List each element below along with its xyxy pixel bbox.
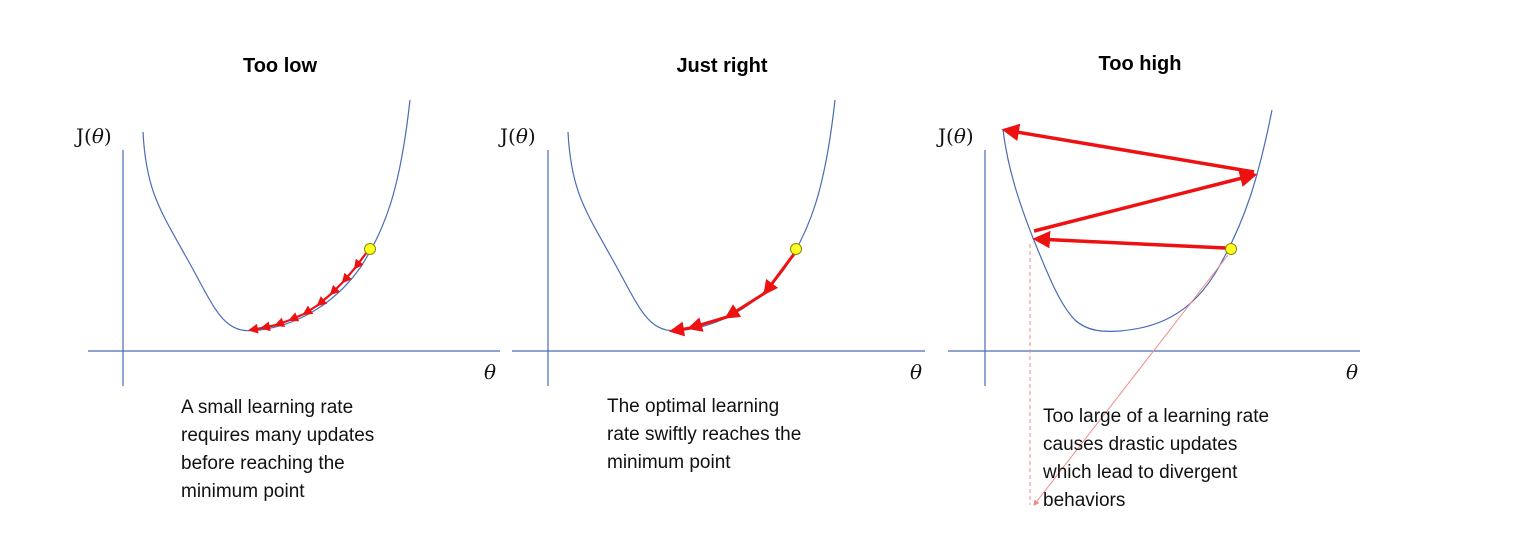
update-arrow <box>248 323 263 334</box>
update-arrow <box>260 321 277 332</box>
ylabel-suffix: ) <box>965 124 974 148</box>
caption-line: Too large of a learning rate <box>1043 406 1270 427</box>
ylabel-var: θ <box>953 124 966 148</box>
divergent-update-arrows <box>1001 123 1258 250</box>
optimal-update-arrows <box>669 253 796 337</box>
caption-too-high: Too large of a learning rate causes dras… <box>1043 403 1269 515</box>
update-arrow <box>763 253 796 296</box>
caption-line: which lead to divergent <box>1043 462 1238 483</box>
ylabel-var: θ <box>91 124 104 148</box>
update-arrow <box>329 281 344 296</box>
caption-line: A small learning rate <box>181 397 354 418</box>
panel-just-right <box>512 99 925 386</box>
caption-line: causes drastic updates <box>1043 434 1238 455</box>
xlabel-too-low: θ <box>484 360 497 384</box>
caption-line: rate swiftly reaches the <box>607 424 802 445</box>
update-arrow <box>288 312 305 322</box>
small-update-arrows <box>248 251 368 334</box>
update-arrow <box>687 315 728 332</box>
guide-arrow-diagonal <box>1033 254 1229 506</box>
ylabel-prefix: J( <box>938 124 954 148</box>
update-arrow <box>1033 169 1258 233</box>
ylabel-too-high: J(θ) <box>938 124 974 148</box>
xlabel-too-high: θ <box>1346 360 1359 384</box>
cost-curve <box>567 99 836 332</box>
xlabel-just-right: θ <box>910 360 923 384</box>
start-point <box>790 243 802 255</box>
update-arrow <box>353 251 368 270</box>
panel-too-low <box>88 99 500 386</box>
ylabel-var: θ <box>515 124 528 148</box>
ylabel-just-right: J(θ) <box>500 124 536 148</box>
update-arrow <box>1032 230 1227 250</box>
update-arrow <box>302 304 319 316</box>
panel-title-just-right: Just right <box>676 55 768 77</box>
ylabel-prefix: J( <box>76 124 92 148</box>
caption-line: minimum point <box>181 481 305 502</box>
panel-title-too-low: Too low <box>242 55 318 77</box>
start-point <box>1225 243 1237 255</box>
caption-line: minimum point <box>607 452 731 473</box>
caption-line: The optimal learning <box>607 396 780 417</box>
ylabel-too-low: J(θ) <box>76 124 112 148</box>
update-arrow <box>316 293 332 307</box>
caption-line: before reaching the <box>181 453 345 474</box>
cost-curve <box>1002 109 1273 332</box>
ylabel-prefix: J( <box>500 124 516 148</box>
start-point <box>364 243 376 255</box>
cost-curve <box>142 99 411 332</box>
caption-too-low: A small learning rate requires many upda… <box>181 394 374 506</box>
update-arrow <box>724 291 766 319</box>
caption-just-right: The optimal learning rate swiftly reache… <box>607 393 801 477</box>
caption-line: behaviors <box>1043 490 1126 511</box>
update-arrow <box>274 317 291 327</box>
panel-title-too-high: Too high <box>1098 53 1182 75</box>
update-arrow <box>341 267 356 284</box>
ylabel-suffix: ) <box>103 124 112 148</box>
update-arrow <box>669 321 691 337</box>
ylabel-suffix: ) <box>527 124 536 148</box>
panel-too-high <box>948 109 1360 506</box>
caption-line: requires many updates <box>181 425 375 446</box>
update-arrow <box>1001 123 1255 174</box>
